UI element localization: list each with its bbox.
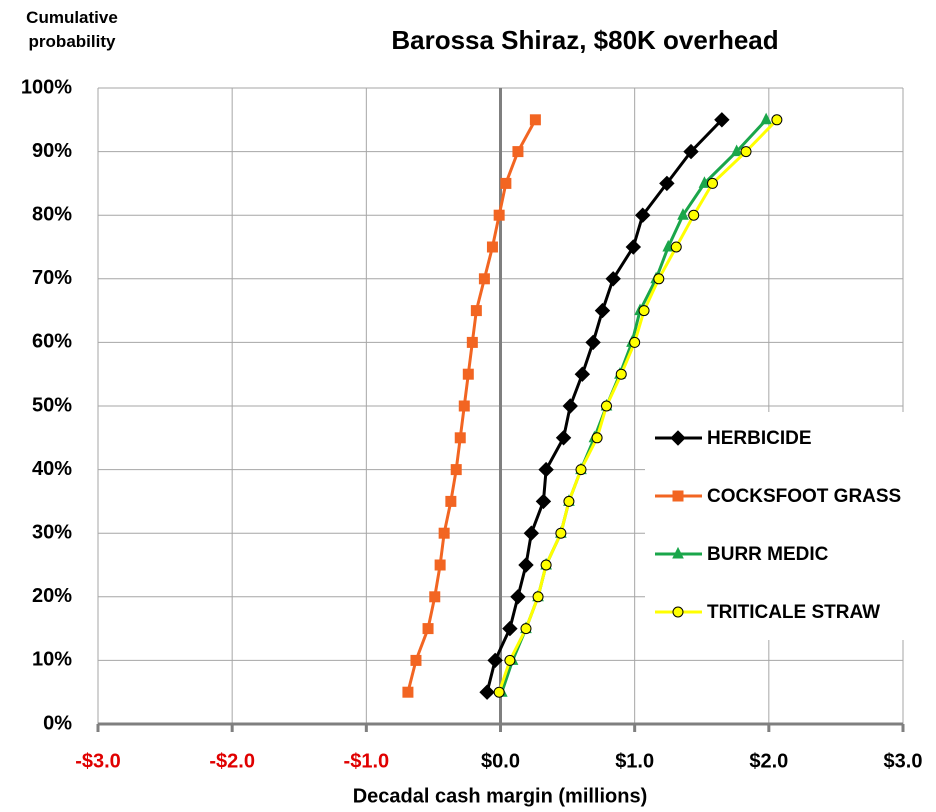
marker bbox=[605, 271, 621, 287]
marker bbox=[672, 490, 684, 502]
marker bbox=[670, 430, 686, 446]
legend-label: COCKSFOOT GRASS bbox=[707, 486, 901, 507]
x-tick-label: $2.0 bbox=[749, 750, 788, 772]
y-tick-label: 90% bbox=[32, 140, 72, 162]
y-tick-label: 80% bbox=[32, 203, 72, 225]
marker bbox=[629, 336, 641, 348]
marker bbox=[538, 461, 554, 478]
y-tick-label: 40% bbox=[32, 458, 72, 480]
marker bbox=[510, 589, 526, 605]
marker bbox=[493, 686, 505, 698]
x-tick-label: -$1.0 bbox=[344, 750, 390, 772]
x-tick-label: $3.0 bbox=[884, 750, 923, 772]
x-tick-label: $0.0 bbox=[481, 750, 520, 772]
marker bbox=[540, 559, 552, 571]
marker bbox=[653, 273, 665, 285]
marker bbox=[520, 623, 532, 635]
marker bbox=[518, 557, 534, 573]
chart-title: Barossa Shiraz, $80K overhead bbox=[391, 25, 778, 55]
marker bbox=[563, 495, 575, 507]
marker bbox=[493, 209, 505, 221]
marker bbox=[410, 654, 422, 666]
x-tick-label: $1.0 bbox=[615, 750, 654, 772]
marker bbox=[479, 684, 495, 700]
marker bbox=[450, 464, 462, 476]
x-axis-title: Decadal cash margin (millions) bbox=[353, 785, 648, 807]
series bbox=[479, 112, 730, 700]
marker bbox=[672, 546, 684, 559]
legend-box bbox=[645, 412, 927, 640]
x-tick-label: -$3.0 bbox=[75, 750, 121, 772]
series bbox=[493, 114, 783, 698]
marker bbox=[574, 366, 591, 382]
marker bbox=[760, 112, 772, 125]
marker bbox=[555, 430, 572, 446]
marker bbox=[670, 241, 682, 253]
marker bbox=[562, 398, 578, 414]
marker bbox=[466, 336, 478, 348]
y-axis-title: Cumulative probability bbox=[26, 8, 118, 51]
marker bbox=[635, 207, 651, 223]
marker bbox=[438, 527, 450, 539]
y-tick-label: 10% bbox=[32, 649, 72, 671]
marker bbox=[662, 239, 675, 252]
marker bbox=[615, 368, 627, 380]
marker bbox=[688, 209, 700, 221]
marker bbox=[677, 208, 689, 220]
y-tick-label: 50% bbox=[32, 394, 72, 416]
marker bbox=[555, 527, 567, 539]
marker bbox=[532, 591, 544, 603]
marker bbox=[422, 623, 434, 635]
marker bbox=[486, 241, 498, 253]
marker bbox=[458, 400, 470, 412]
marker bbox=[523, 525, 540, 541]
marker bbox=[706, 177, 718, 189]
marker bbox=[429, 591, 441, 603]
marker bbox=[500, 177, 512, 189]
legend-label: TRITICALE STRAW bbox=[707, 602, 880, 623]
marker bbox=[771, 114, 783, 126]
marker bbox=[478, 273, 490, 285]
marker bbox=[683, 143, 699, 160]
marker bbox=[462, 368, 474, 380]
marker bbox=[454, 432, 466, 444]
series bbox=[402, 114, 541, 698]
marker bbox=[740, 146, 752, 158]
legend: HERBICIDE COCKSFOOT GRASS BURR MEDIC TRITIC… bbox=[645, 412, 927, 640]
marker bbox=[434, 559, 446, 571]
marker bbox=[535, 493, 552, 510]
y-tick-label: 0% bbox=[43, 712, 72, 734]
marker bbox=[504, 654, 516, 666]
marker bbox=[502, 620, 518, 637]
legend-label: HERBICIDE bbox=[707, 428, 812, 449]
marker bbox=[575, 464, 587, 476]
marker bbox=[445, 495, 457, 507]
marker bbox=[600, 400, 612, 412]
y-tick-label: 30% bbox=[32, 521, 72, 543]
y-tick-label: 70% bbox=[32, 267, 72, 289]
x-tick-label: -$2.0 bbox=[209, 750, 255, 772]
marker bbox=[487, 652, 503, 669]
marker bbox=[591, 432, 603, 444]
marker bbox=[470, 305, 482, 317]
marker bbox=[585, 334, 601, 351]
marker bbox=[730, 144, 743, 157]
y-tick-label: 20% bbox=[32, 585, 72, 607]
marker bbox=[402, 686, 414, 698]
marker bbox=[625, 239, 642, 255]
marker bbox=[714, 112, 730, 128]
legend-label: BURR MEDIC bbox=[707, 544, 829, 565]
y-tick-label: 60% bbox=[32, 331, 72, 353]
marker bbox=[672, 606, 684, 618]
marker bbox=[638, 305, 650, 317]
marker bbox=[512, 146, 524, 158]
y-tick-label: 100% bbox=[21, 76, 72, 98]
marker bbox=[594, 302, 611, 319]
marker bbox=[659, 175, 675, 192]
marker bbox=[698, 176, 711, 188]
marker bbox=[529, 114, 541, 126]
